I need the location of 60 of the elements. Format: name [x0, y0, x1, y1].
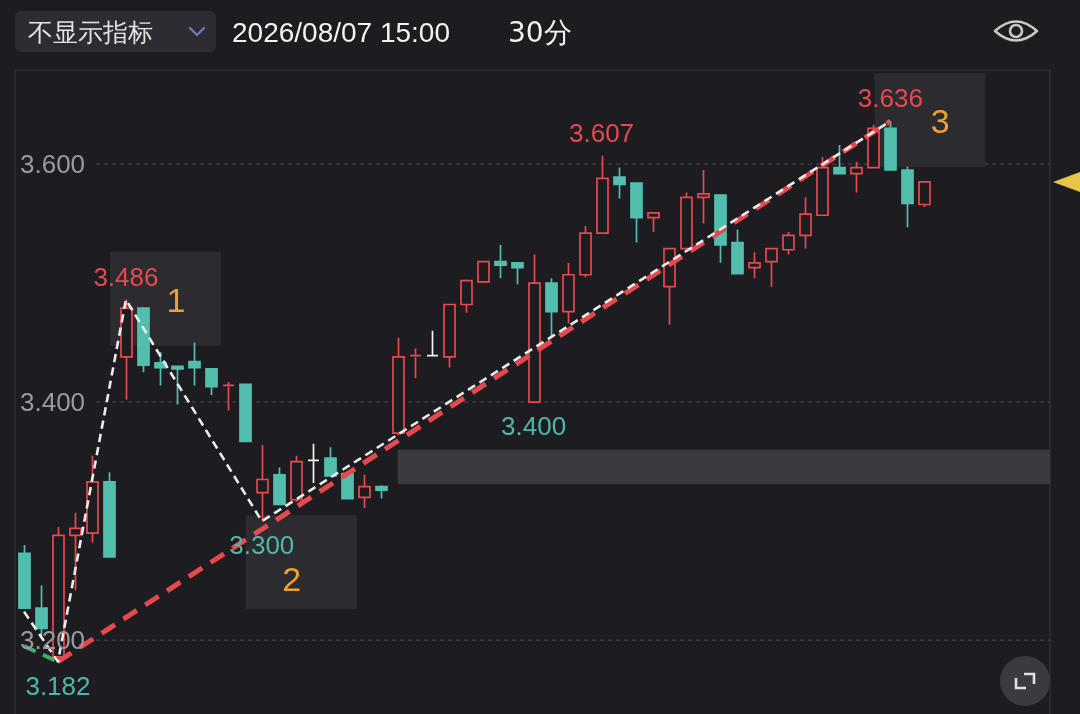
candlestick — [120, 298, 133, 401]
candlestick — [103, 471, 116, 558]
y-tick-label: 3.600 — [20, 149, 86, 180]
candlestick — [188, 341, 201, 387]
annotation: 3.182 — [25, 670, 91, 701]
candlestick — [358, 473, 371, 509]
candlestick — [375, 484, 388, 500]
candlestick — [782, 231, 795, 256]
candlestick — [680, 191, 693, 250]
annotation: 3.300 — [229, 530, 295, 561]
candlestick — [392, 336, 405, 437]
candlestick — [324, 446, 337, 477]
candlestick — [477, 260, 490, 284]
annotation: 1 — [166, 280, 186, 319]
candlestick — [816, 156, 829, 217]
candlestick — [630, 182, 643, 244]
candlestick — [273, 466, 286, 506]
candlestick — [562, 261, 575, 325]
candlestick — [511, 261, 524, 286]
candlestick — [69, 511, 82, 592]
candlestick — [494, 244, 507, 280]
candlestick — [697, 169, 710, 225]
annotation: 3.607 — [569, 117, 635, 148]
candlestick — [765, 247, 778, 288]
candlestick — [613, 166, 626, 200]
annotation: 2 — [282, 560, 302, 599]
candlestick — [528, 253, 541, 403]
chart-subtitle: 30分 — [508, 15, 572, 49]
annotation: 3 — [930, 102, 950, 141]
candlestick — [850, 160, 863, 194]
candlestick — [901, 165, 914, 228]
candlestick — [443, 303, 456, 369]
chart-title: 2026/08/07 15:00 — [232, 16, 450, 48]
candlestick — [409, 347, 422, 380]
candlestick — [256, 444, 269, 523]
annotation: 3.400 — [501, 411, 567, 442]
candlestick — [18, 544, 31, 609]
candlestick — [307, 442, 320, 484]
candlestick — [460, 278, 473, 314]
candlestick — [222, 381, 235, 412]
candlestick — [171, 365, 184, 406]
candlestick — [290, 454, 303, 503]
candlestick — [799, 196, 812, 250]
candlestick — [748, 251, 761, 280]
candlestick — [596, 154, 609, 234]
candlestick — [647, 212, 660, 233]
candlestick — [545, 277, 558, 338]
candlestick — [205, 367, 218, 396]
candlestick — [731, 228, 744, 275]
candlestick — [833, 144, 846, 175]
annotation: 3.486 — [93, 261, 159, 292]
candlestick — [86, 454, 99, 544]
y-tick-label: 3.400 — [20, 387, 86, 418]
candlestick — [579, 225, 592, 278]
annotation: 3.636 — [857, 83, 923, 114]
text: 不显示指标 — [28, 17, 153, 47]
candlestick — [426, 329, 439, 357]
candlestick — [137, 306, 150, 374]
candlestick — [918, 181, 931, 208]
candlestick — [239, 383, 252, 443]
